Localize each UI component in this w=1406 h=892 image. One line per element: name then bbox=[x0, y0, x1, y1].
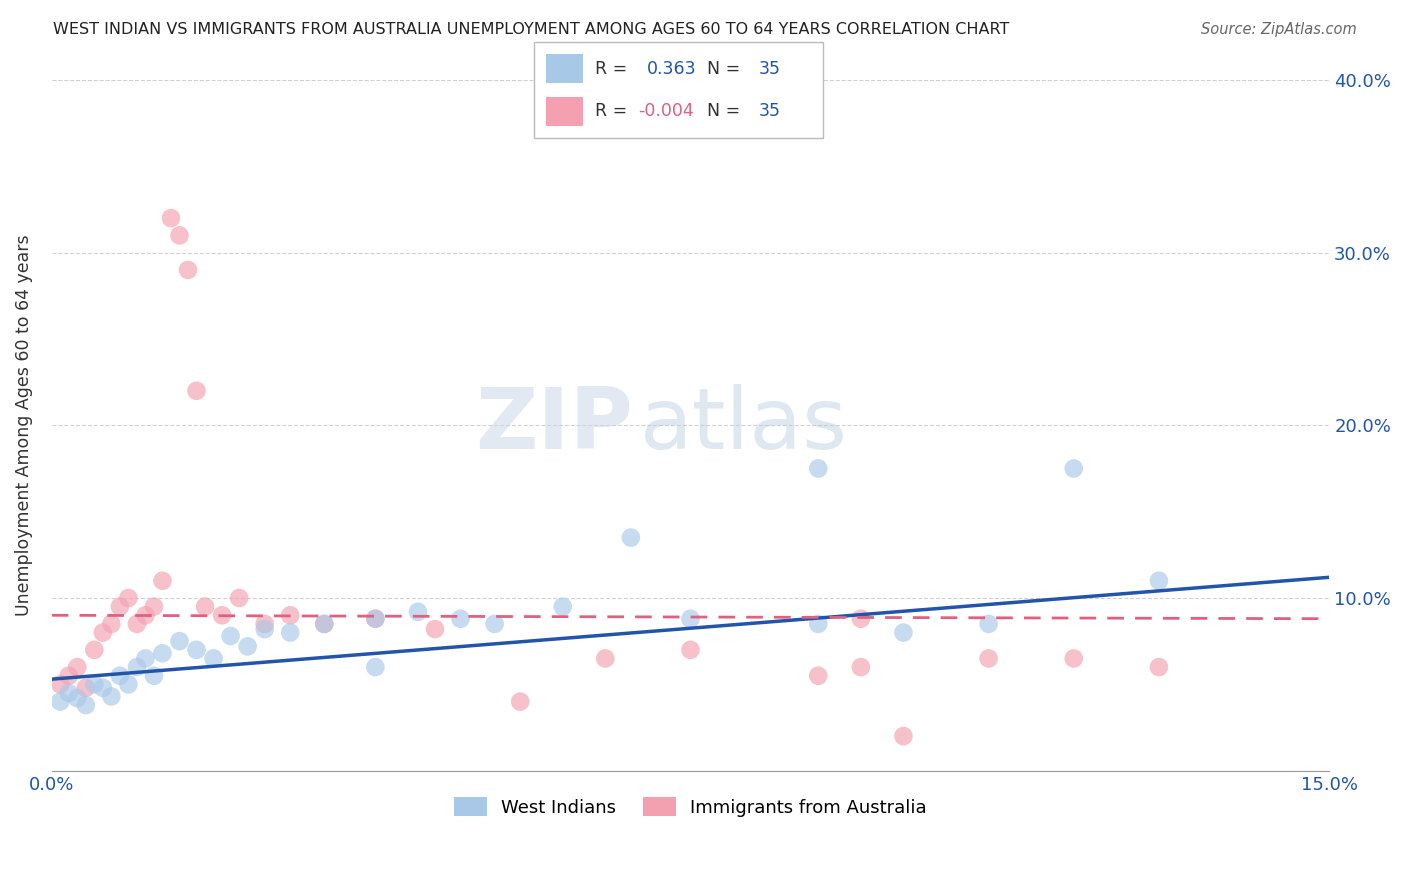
Text: R =: R = bbox=[595, 103, 633, 120]
Point bbox=[551, 599, 574, 614]
Point bbox=[211, 608, 233, 623]
Point bbox=[253, 622, 276, 636]
Point bbox=[117, 677, 139, 691]
Point bbox=[253, 616, 276, 631]
Point bbox=[117, 591, 139, 605]
Point bbox=[977, 616, 1000, 631]
Point bbox=[134, 608, 156, 623]
Point bbox=[49, 695, 72, 709]
Point bbox=[1063, 651, 1085, 665]
Point bbox=[807, 616, 830, 631]
Y-axis label: Unemployment Among Ages 60 to 64 years: Unemployment Among Ages 60 to 64 years bbox=[15, 235, 32, 616]
Point bbox=[125, 616, 148, 631]
Point bbox=[314, 616, 336, 631]
Point bbox=[152, 574, 174, 588]
Point bbox=[169, 228, 191, 243]
Text: ZIP: ZIP bbox=[475, 384, 633, 467]
Point bbox=[228, 591, 250, 605]
Point bbox=[595, 651, 617, 665]
Point bbox=[177, 263, 200, 277]
Point bbox=[364, 612, 387, 626]
Text: 35: 35 bbox=[759, 103, 782, 120]
Text: -0.004: -0.004 bbox=[638, 103, 693, 120]
Point bbox=[893, 625, 915, 640]
Point bbox=[1147, 574, 1170, 588]
Point bbox=[169, 634, 191, 648]
Point bbox=[807, 669, 830, 683]
Point bbox=[849, 660, 872, 674]
Text: N =: N = bbox=[707, 60, 747, 78]
Point bbox=[977, 651, 1000, 665]
Text: atlas: atlas bbox=[640, 384, 848, 467]
Point bbox=[58, 686, 80, 700]
Point bbox=[679, 642, 702, 657]
Point bbox=[849, 612, 872, 626]
FancyBboxPatch shape bbox=[534, 42, 823, 138]
Point bbox=[679, 612, 702, 626]
Point bbox=[91, 681, 114, 695]
Point bbox=[194, 599, 217, 614]
Point bbox=[509, 695, 531, 709]
Point bbox=[49, 677, 72, 691]
Point bbox=[108, 669, 131, 683]
Point bbox=[152, 646, 174, 660]
Point bbox=[364, 660, 387, 674]
Point bbox=[278, 608, 301, 623]
Point bbox=[66, 660, 89, 674]
Point bbox=[484, 616, 506, 631]
Point bbox=[142, 669, 165, 683]
Point bbox=[1063, 461, 1085, 475]
Point bbox=[186, 642, 208, 657]
Point bbox=[108, 599, 131, 614]
Point bbox=[620, 531, 643, 545]
Point bbox=[75, 681, 97, 695]
Point bbox=[1147, 660, 1170, 674]
Point bbox=[83, 642, 105, 657]
Point bbox=[134, 651, 156, 665]
Point bbox=[83, 677, 105, 691]
Point bbox=[364, 612, 387, 626]
Point bbox=[125, 660, 148, 674]
Point bbox=[66, 691, 89, 706]
Point bbox=[236, 640, 259, 654]
Bar bbox=[546, 97, 583, 126]
Text: 35: 35 bbox=[759, 60, 782, 78]
Point bbox=[142, 599, 165, 614]
Point bbox=[219, 629, 242, 643]
Point bbox=[406, 605, 429, 619]
Text: WEST INDIAN VS IMMIGRANTS FROM AUSTRALIA UNEMPLOYMENT AMONG AGES 60 TO 64 YEARS : WEST INDIAN VS IMMIGRANTS FROM AUSTRALIA… bbox=[53, 22, 1010, 37]
Point bbox=[423, 622, 446, 636]
Point bbox=[186, 384, 208, 398]
Point bbox=[75, 698, 97, 712]
Point bbox=[202, 651, 225, 665]
Point bbox=[807, 461, 830, 475]
Point bbox=[58, 669, 80, 683]
Point bbox=[893, 729, 915, 743]
Point bbox=[100, 690, 122, 704]
Bar bbox=[546, 54, 583, 83]
Point bbox=[314, 616, 336, 631]
Point bbox=[91, 625, 114, 640]
Text: 0.363: 0.363 bbox=[647, 60, 696, 78]
Point bbox=[100, 616, 122, 631]
Point bbox=[450, 612, 472, 626]
Text: R =: R = bbox=[595, 60, 633, 78]
Point bbox=[278, 625, 301, 640]
Text: N =: N = bbox=[707, 103, 747, 120]
Legend: West Indians, Immigrants from Australia: West Indians, Immigrants from Australia bbox=[447, 790, 934, 824]
Text: Source: ZipAtlas.com: Source: ZipAtlas.com bbox=[1201, 22, 1357, 37]
Point bbox=[160, 211, 183, 226]
